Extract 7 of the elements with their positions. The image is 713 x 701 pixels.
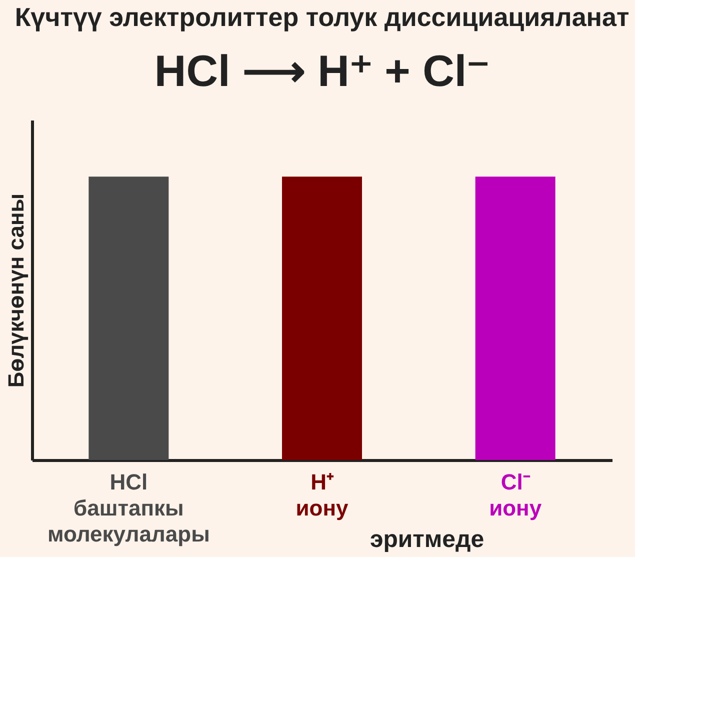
chart-title: Күчтүү электролиттер толук диссициацияланат (14, 2, 630, 32)
x-tick-label: H⁺ иону (296, 470, 349, 520)
text: эритмеде (370, 526, 484, 553)
y-axis-title: Бөлүкчөнүн саны (4, 193, 28, 388)
x-tick-label: HCl баштапкы молекулалары (47, 470, 210, 546)
chart-subtitle: HCl ⟶ H⁺ + Cl⁻ (154, 47, 490, 96)
x-tick-label: Cl⁻ иону (489, 470, 542, 520)
